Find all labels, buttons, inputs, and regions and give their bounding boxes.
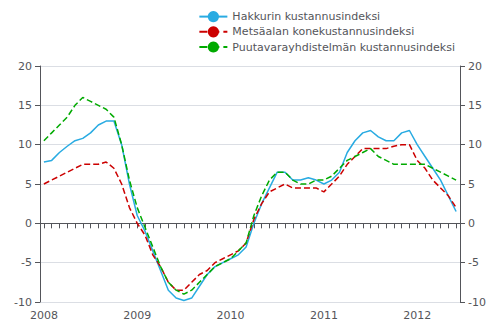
svg-text:20: 20 (18, 60, 32, 73)
svg-text:0: 0 (468, 217, 475, 230)
svg-text:20: 20 (468, 60, 482, 73)
svg-text:Metsäalan konekustannusindeksi: Metsäalan konekustannusindeksi (232, 25, 414, 38)
svg-text:15: 15 (468, 99, 482, 112)
svg-text:-10: -10 (14, 296, 32, 309)
svg-text:10: 10 (18, 138, 32, 151)
svg-text:5: 5 (25, 178, 32, 191)
svg-text:5: 5 (468, 178, 475, 191)
svg-text:-5: -5 (21, 256, 32, 269)
svg-text:15: 15 (18, 99, 32, 112)
svg-text:10: 10 (468, 138, 482, 151)
svg-text:-10: -10 (468, 296, 486, 309)
svg-text:0: 0 (25, 217, 32, 230)
svg-text:2010: 2010 (217, 309, 245, 322)
svg-text:2011: 2011 (310, 309, 338, 322)
svg-text:2009: 2009 (123, 309, 151, 322)
svg-text:-5: -5 (468, 256, 479, 269)
svg-text:Puutavarayhdistelmän kustannus: Puutavarayhdistelmän kustannusindeksi (232, 41, 455, 54)
svg-text:2012: 2012 (403, 309, 431, 322)
svg-text:2008: 2008 (30, 309, 58, 322)
svg-text:Hakkurin kustannusindeksi: Hakkurin kustannusindeksi (232, 10, 380, 23)
